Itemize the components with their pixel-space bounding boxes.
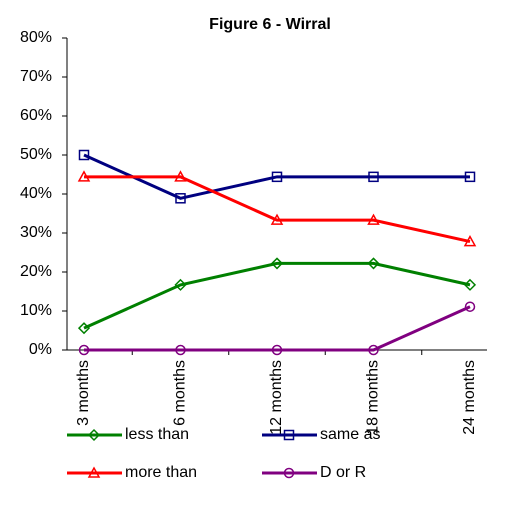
series-line	[83, 261, 471, 330]
legend-label: D or R	[320, 464, 366, 481]
y-tick-label: 50%	[20, 146, 52, 163]
marker	[367, 213, 380, 225]
x-tick-label: 6 months	[172, 360, 189, 426]
marker	[270, 213, 284, 225]
y-tick-label: 60%	[20, 107, 52, 124]
marker	[463, 235, 477, 247]
marker	[271, 171, 283, 183]
marker	[271, 344, 283, 356]
y-tick-label: 10%	[20, 302, 52, 319]
marker	[87, 428, 101, 442]
x-tick-label: 12 months	[268, 360, 285, 435]
marker	[175, 193, 186, 204]
marker	[175, 344, 186, 356]
legend-label: more than	[125, 464, 197, 481]
marker	[174, 278, 187, 291]
marker	[174, 170, 187, 182]
legend-label: same as	[320, 426, 380, 443]
marker	[283, 467, 295, 479]
marker	[77, 322, 91, 335]
marker	[270, 257, 284, 270]
marker	[368, 171, 379, 183]
marker	[283, 429, 295, 441]
series-line	[83, 153, 470, 200]
y-tick-label: 0%	[29, 341, 52, 358]
x-tick-label: 3 months	[75, 360, 92, 426]
marker	[87, 466, 101, 478]
series-line	[84, 175, 471, 244]
legend-label: less than	[125, 426, 189, 443]
marker	[77, 170, 91, 182]
marker	[368, 344, 379, 356]
marker	[464, 171, 476, 183]
series-line	[84, 305, 471, 352]
y-tick-label: 80%	[20, 29, 52, 46]
marker	[463, 278, 477, 291]
y-tick-label: 30%	[20, 224, 52, 241]
y-tick-label: 70%	[20, 68, 52, 85]
x-tick-label: 18 months	[365, 360, 382, 435]
y-tick-label: 20%	[20, 263, 52, 280]
marker	[78, 149, 90, 161]
marker	[78, 344, 90, 356]
marker	[367, 257, 380, 270]
y-tick-label: 40%	[20, 185, 52, 202]
marker	[464, 301, 476, 312]
chart-title: Figure 6 - Wirral	[209, 16, 331, 33]
x-tick-label: 24 months	[461, 360, 478, 435]
